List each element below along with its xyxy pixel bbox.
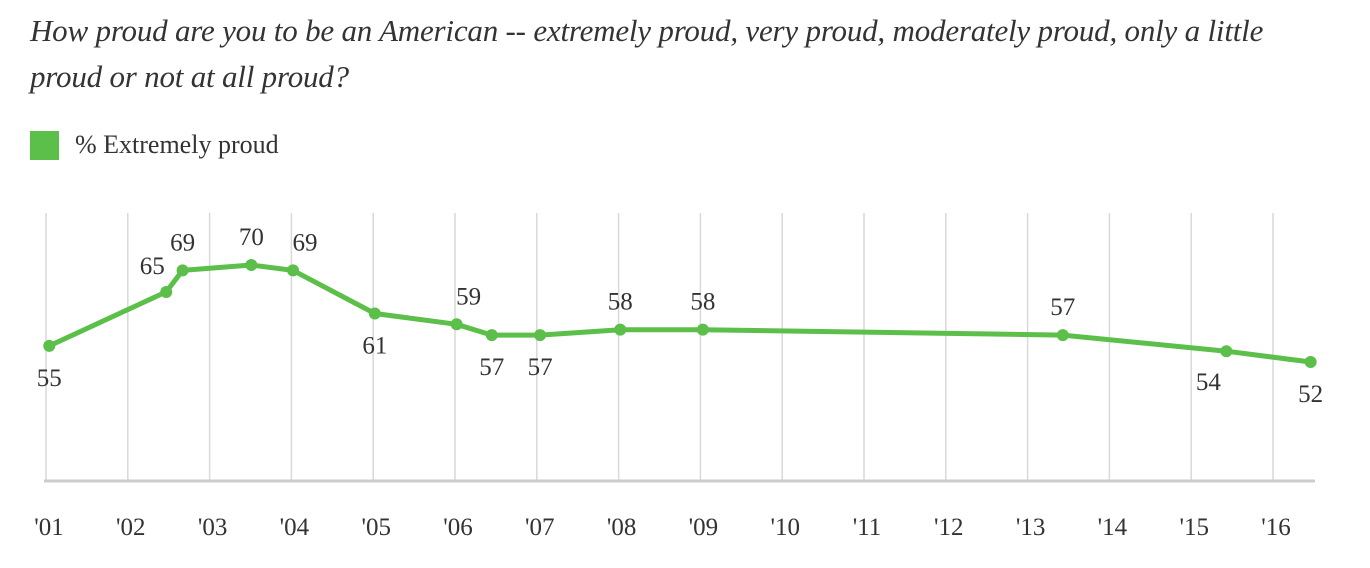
data-label: 69 [293,229,318,256]
data-point [485,329,498,342]
data-point [245,259,258,271]
x-tick-label: '03 [198,514,228,541]
data-point [287,264,300,277]
data-point [696,323,709,336]
data-label: 61 [362,333,387,360]
x-tick-label: '06 [443,514,473,541]
data-point [1304,356,1317,369]
data-label: 54 [1196,369,1222,396]
x-tick-label: '08 [607,514,637,541]
x-tick-label: '04 [280,514,310,541]
data-point [1220,345,1233,358]
x-tick-label: '12 [934,514,964,541]
x-tick-label: '11 [853,514,882,541]
x-tick-label: '02 [116,514,146,541]
x-tick-label: '05 [361,514,391,541]
data-label: 58 [608,289,633,316]
data-label: 52 [1298,381,1323,408]
data-label: 57 [528,354,553,381]
gridlines [45,213,1274,481]
x-tick-label: '15 [1179,514,1209,541]
series-line-extremely-proud [46,262,1314,365]
x-tick-label: '07 [525,514,555,541]
data-point [1056,329,1069,342]
legend-swatch [30,130,59,160]
x-tick-label: '14 [1098,514,1128,541]
x-tick-label: '01 [34,514,64,541]
data-label: 57 [1050,294,1075,321]
data-label: 55 [37,365,62,392]
data-points [43,259,1317,369]
data-point [614,323,627,336]
data-label: 65 [140,253,165,280]
data-label: 70 [239,224,264,251]
data-label: 57 [479,354,504,381]
x-tick-label: '09 [689,514,719,541]
data-point [43,339,56,352]
data-point [534,329,547,342]
data-label: 69 [170,229,195,256]
data-point [160,285,173,298]
data-label: 59 [456,283,481,310]
x-tick-label: '16 [1261,514,1291,541]
legend: % Extremely proud [30,130,279,160]
data-label: 58 [690,289,715,316]
data-point [368,307,381,320]
x-tick-label: '10 [770,514,800,541]
x-tick-label: '13 [1016,514,1046,541]
chart-title: How proud are you to be an American -- e… [30,13,1264,94]
x-tick-labels: '01 '02 '03 '04 '05 '06 '07 '08 '09 '10 '11 '12 '13 '… [34,514,1291,541]
data-point [176,264,189,277]
legend-label: % Extremely proud [75,130,279,159]
data-point [450,318,463,331]
